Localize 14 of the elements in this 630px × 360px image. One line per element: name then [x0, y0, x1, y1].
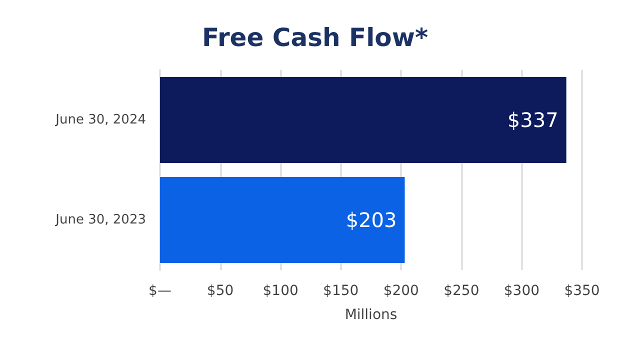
x-tick-label: $50 — [206, 283, 234, 299]
x-tick-label: $100 — [262, 283, 298, 299]
x-tick-label: $300 — [504, 283, 540, 299]
x-tick-label: $150 — [323, 283, 359, 299]
y-tick-label: June 30, 2023 — [54, 212, 146, 228]
x-axis-title: Millions — [344, 307, 398, 323]
x-tick-label: $350 — [564, 283, 600, 299]
chart-title: Free Cash Flow* — [202, 23, 428, 52]
data-label: $337 — [507, 108, 558, 132]
x-tick-label: $— — [148, 283, 172, 299]
y-tick-label: June 30, 2024 — [54, 112, 146, 128]
x-tick-label: $250 — [444, 283, 480, 299]
data-label: $203 — [346, 208, 397, 232]
x-tick-label: $200 — [383, 283, 419, 299]
